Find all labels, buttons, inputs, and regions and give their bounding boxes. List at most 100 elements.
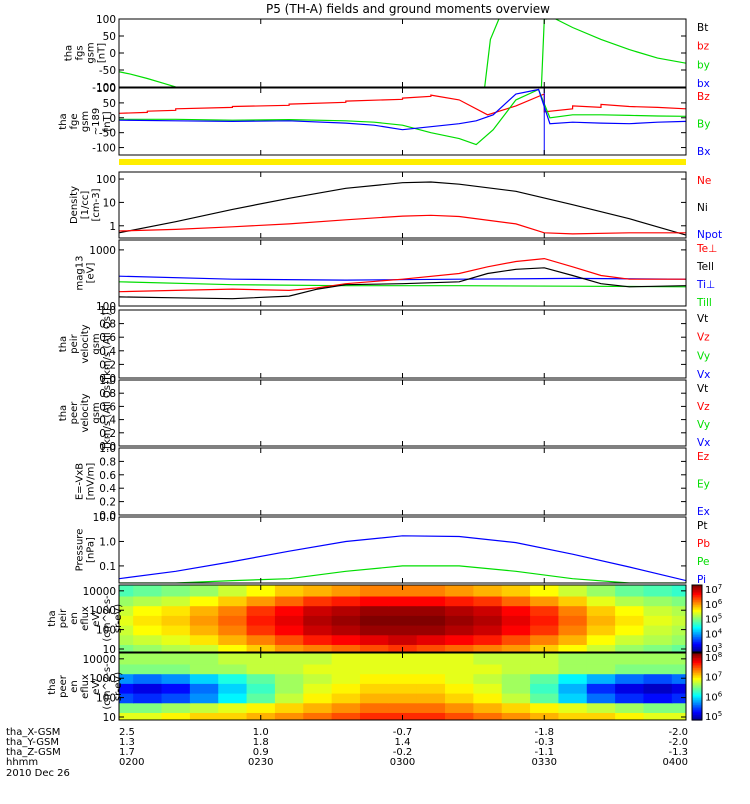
peir_spec-cell — [445, 615, 474, 626]
ylabel-line: [eV] — [86, 263, 97, 284]
ylabel-line: eV/ — [91, 610, 102, 627]
peer_spec-cell — [445, 702, 474, 713]
peir_spec-cell — [133, 624, 163, 636]
ytick-label: 0.4 — [99, 483, 116, 495]
peer_spec-cell — [615, 683, 645, 694]
temp-legend: Te⊥ Tell Ti⊥ Till — [696, 243, 717, 309]
peer_spec-cell — [119, 663, 134, 675]
series-Pe — [119, 565, 686, 583]
peir_spec-cell — [119, 624, 134, 636]
peir_spec-cell — [218, 634, 248, 645]
peer_spec-cell — [274, 683, 304, 694]
legend-entry: Vz — [697, 332, 710, 344]
xaxis-row-label: hhmm — [6, 757, 38, 768]
ylabel-line: [cm-3] — [91, 188, 102, 221]
peer_spec-cell — [530, 653, 560, 665]
peir_spec-cell — [671, 605, 686, 616]
xaxis-tick-label: -2.0 — [668, 727, 688, 738]
peir-frame — [118, 309, 687, 379]
peir_spec-cell — [359, 624, 389, 636]
peer_spec-cell — [218, 712, 248, 720]
peer_spec-cell — [218, 673, 248, 684]
xaxis-tick-label: -1.3 — [668, 747, 688, 758]
peir_spec-cell — [119, 605, 134, 616]
date-label: 2010 Dec 26 — [6, 768, 70, 779]
xaxis-tick-label: 1.7 — [119, 747, 135, 758]
colorbar-step — [692, 650, 702, 653]
legend-entry: Pb — [697, 538, 710, 550]
peir_spec-cell — [119, 615, 134, 626]
xaxis-tick-label: -2.0 — [668, 737, 688, 748]
legend-entry: Ex — [697, 506, 710, 518]
ylabel-line: [nT] — [97, 43, 108, 63]
colorbar-step — [692, 630, 702, 633]
colorbar-step — [692, 663, 702, 666]
colorbar-step — [692, 641, 702, 645]
colorbar-step — [692, 586, 702, 589]
peir_spec-cell — [643, 615, 673, 626]
xaxis-tick-label: 0330 — [532, 757, 557, 768]
ylabel-line: tha — [58, 405, 69, 421]
series-Pi — [119, 535, 686, 582]
peir_spec-cell — [586, 605, 616, 616]
peer_spec-cell — [359, 663, 389, 675]
colorbar-step — [692, 620, 702, 623]
xaxis-tick-label: 0230 — [248, 757, 273, 768]
peir_spec-cell — [246, 615, 276, 626]
peir_spec-cell — [388, 585, 418, 597]
panel-density: 100 10 1 Density [1/cc] [cm-3] Ne Ni Npot — [69, 171, 722, 241]
peir_spec-cell — [501, 615, 531, 626]
peir_spec-cell — [416, 615, 446, 626]
peir_spec-cell — [189, 605, 219, 616]
density-ylabel: Density [1/cc] [cm-3] — [69, 186, 102, 224]
peir_spec-cell — [530, 615, 560, 626]
peir_spec-cell — [274, 624, 304, 636]
peer_spec-cell — [586, 702, 616, 713]
peer_spec-cell — [119, 692, 134, 704]
ylabel-line: tha — [47, 678, 58, 694]
colorbar-step — [692, 656, 702, 659]
colorbar-step — [692, 621, 702, 625]
ylabel-line: tha — [58, 113, 69, 129]
peir_spec-cell — [558, 644, 588, 652]
flag-bar — [119, 159, 686, 165]
ytick-label: 1000 — [89, 605, 116, 617]
xaxis-row-label: tha_X-GSM — [6, 727, 60, 738]
peir_spec-cell — [671, 634, 686, 645]
colorbar-step — [692, 714, 702, 718]
colorbar-step — [692, 610, 702, 613]
peir_spec-cell — [445, 624, 474, 636]
peer_spec-cell — [615, 653, 645, 665]
series-Ni — [119, 181, 686, 236]
peir_spec-cell — [218, 615, 248, 626]
peer_spec-cell — [388, 673, 418, 684]
colorbar-step — [692, 636, 702, 640]
peer_spec-cell — [558, 712, 588, 720]
peir_spec-heatmap — [119, 585, 686, 652]
peir_spec-cell — [274, 634, 304, 645]
peer_spec-cell — [331, 692, 361, 704]
peir_spec-cell — [643, 644, 673, 652]
peer_spec-cell — [331, 673, 361, 684]
legend-entry: By — [697, 119, 710, 131]
peir_spec-cell — [615, 624, 645, 636]
peer_spec-cell — [558, 653, 588, 665]
colorbar-step — [692, 689, 702, 693]
efield-yticks: 1.00.80.60.40.20.0 — [99, 443, 686, 522]
ytick-label: 50 — [103, 98, 116, 110]
fge-legend: Bz By Bx — [697, 91, 710, 158]
peer_spec-cell — [161, 702, 191, 713]
ytick-label: 10000 — [83, 654, 116, 666]
peer_spec-cell — [530, 663, 560, 675]
colorbar-step — [692, 683, 702, 686]
peer_spec-cell — [586, 692, 616, 704]
colorbar-tick-label: 106 — [705, 690, 723, 703]
peir_spec-cell — [274, 615, 304, 626]
colorbar-step — [692, 686, 702, 689]
colorbar-step — [692, 704, 702, 708]
peer_spec-cell — [189, 692, 219, 704]
peir_spec-cell — [671, 595, 686, 607]
ylabel-line: [km/s (All Qs)] — [102, 377, 113, 449]
peir_spec-cell — [133, 634, 163, 645]
series-Ne — [119, 214, 686, 235]
